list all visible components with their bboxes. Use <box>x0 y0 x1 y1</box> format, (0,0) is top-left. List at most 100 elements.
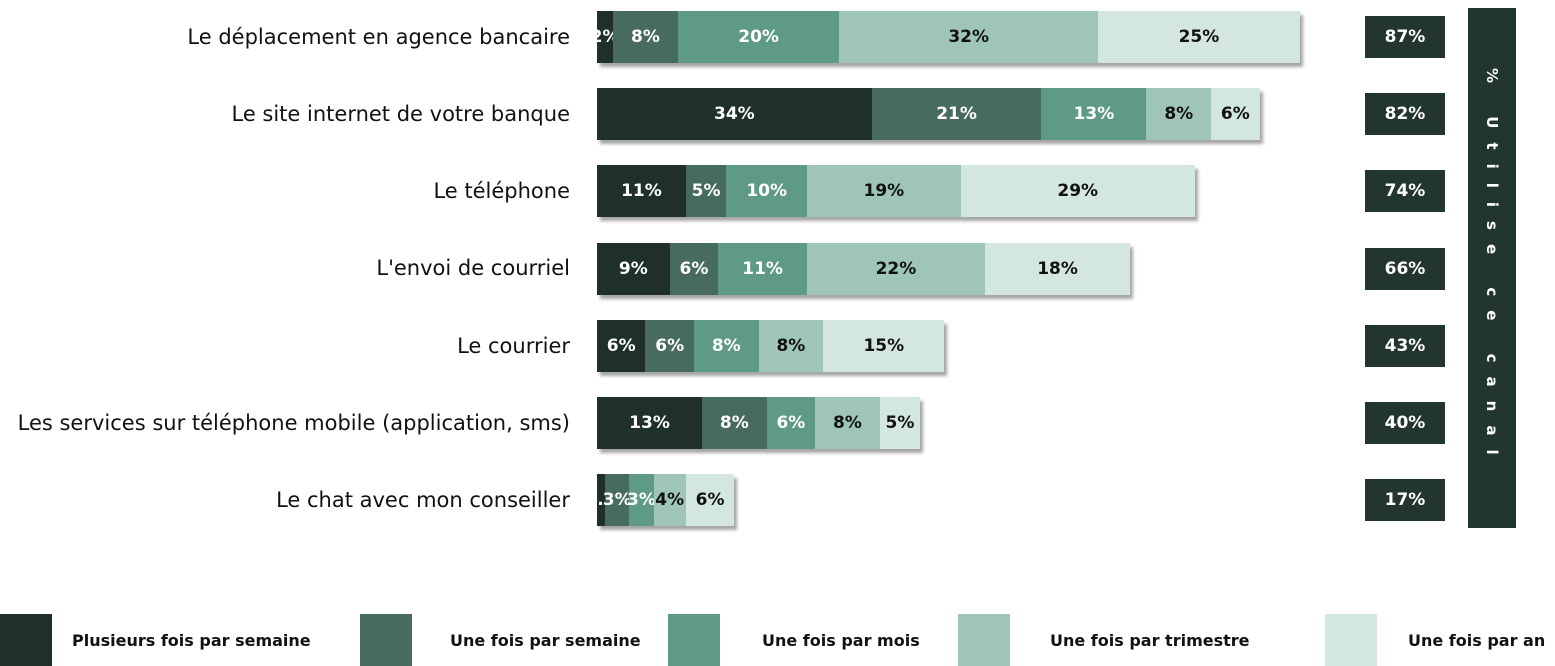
total-box <box>1365 479 1445 522</box>
bar-label: 9% <box>618 258 648 279</box>
bar-segment <box>605 474 630 527</box>
legend-label: Plusieurs fois par semaine <box>72 630 311 650</box>
bar-segment <box>726 165 808 218</box>
total-box <box>1365 402 1445 444</box>
bar-label: 13% <box>1073 104 1115 125</box>
bar-label: 25% <box>1178 27 1220 47</box>
bar-segment <box>823 319 945 372</box>
legend-label: Une fois par trimestre <box>1050 630 1250 650</box>
total-box <box>1365 93 1445 136</box>
total-label: 66% <box>1384 258 1426 279</box>
bar-label: 13% <box>629 413 670 433</box>
total-box <box>1365 324 1445 367</box>
bar-segment <box>1146 88 1212 141</box>
bar-label: 6% <box>776 413 806 433</box>
category-label: Le site internet de votre banque <box>231 102 570 127</box>
category-label: Le chat avec mon conseiller <box>276 488 570 513</box>
legend-swatch <box>360 614 412 666</box>
total-label: 74% <box>1384 181 1426 202</box>
bar-label: 3% <box>602 490 632 511</box>
bar-segment <box>677 11 840 63</box>
bar-segment <box>597 319 646 372</box>
total-box <box>1365 16 1445 58</box>
bar-label: 6% <box>679 258 709 279</box>
bar-label: 5% <box>885 413 915 433</box>
bar-segment <box>758 319 824 372</box>
bar-label: 5% <box>691 181 721 202</box>
bar-segment <box>766 397 816 449</box>
bar-label: 34% <box>714 104 755 125</box>
total-box <box>1365 247 1445 290</box>
bar-label: 6% <box>606 335 636 356</box>
bar-label: 8% <box>833 413 862 433</box>
bar-segment <box>685 165 727 218</box>
bar-segment <box>718 242 808 295</box>
legend-swatch <box>1325 614 1377 666</box>
totals-title: % Utilise ce canal <box>1483 67 1501 469</box>
total-label: 82% <box>1384 104 1426 125</box>
bar-label: 18% <box>1037 258 1078 279</box>
legend-label: Une fois par an <box>1408 630 1546 650</box>
total-label: 87% <box>1384 27 1426 47</box>
bar-label: 10% <box>746 181 788 202</box>
bar-segment <box>597 474 606 527</box>
totals-title-box: % Utilise ce canal <box>1468 8 1516 528</box>
legend-swatch <box>0 614 52 666</box>
bar-segment <box>597 165 686 218</box>
bar-label: 6% <box>1220 104 1250 125</box>
bar-label: 29% <box>1057 181 1099 202</box>
bar-label: 15% <box>863 335 905 356</box>
total-box <box>1365 170 1445 213</box>
total-label: 17% <box>1384 490 1426 511</box>
bar-label: 19% <box>863 181 905 202</box>
bar-segment <box>597 11 614 63</box>
legend-label: Une fois par mois <box>762 630 920 650</box>
legend-label: Une fois par semaine <box>450 630 641 650</box>
bar-segment <box>669 242 719 295</box>
bar-segment <box>702 397 767 449</box>
bar-segment <box>1211 88 1260 141</box>
bar-label: 22% <box>875 258 917 279</box>
bar-segment <box>645 319 694 372</box>
legend-swatch <box>668 614 720 666</box>
bar-segment <box>629 474 654 527</box>
bar-label: 8% <box>711 335 741 356</box>
bar-segment <box>815 397 880 449</box>
category-label: L'envoi de courriel <box>376 256 570 281</box>
bar-label: 8% <box>719 413 749 433</box>
legend-swatch <box>958 614 1010 666</box>
bar-label: 8% <box>1164 104 1194 125</box>
bar-segment <box>597 242 670 295</box>
bar-label: 2% <box>590 27 620 47</box>
bar-label: 8% <box>631 27 660 47</box>
bar-segment <box>871 88 1042 141</box>
bar-segment <box>879 397 921 449</box>
bar-label: 3% <box>627 490 656 511</box>
bar-segment <box>984 242 1131 295</box>
category-label: Le déplacement en agence bancaire <box>187 24 570 49</box>
category-label: Les services sur téléphone mobile (appli… <box>17 410 570 435</box>
bar-label: 6% <box>695 490 725 511</box>
category-label: Le téléphone <box>433 179 570 204</box>
bar-segment <box>807 165 961 218</box>
bar-label: 6% <box>655 335 685 356</box>
bar-label: 20% <box>738 27 779 47</box>
total-label: 40% <box>1384 413 1426 433</box>
total-label: 43% <box>1384 335 1426 356</box>
bar-label: 32% <box>948 27 990 47</box>
bar-label: 4% <box>655 490 685 511</box>
bar-segment <box>1097 11 1300 63</box>
bar-segment <box>1041 88 1147 141</box>
bar-segment <box>685 474 735 527</box>
bar-segment <box>597 397 703 449</box>
bar-segment <box>693 319 759 372</box>
bar-segment <box>807 242 985 295</box>
bar-segment <box>960 165 1195 218</box>
bar-segment <box>839 11 1098 63</box>
bar-segment <box>653 474 686 527</box>
bar-label: 11% <box>621 181 662 202</box>
bar-label: 8% <box>776 335 806 356</box>
bar-label: 11% <box>742 258 783 279</box>
bar-segment <box>597 88 872 141</box>
